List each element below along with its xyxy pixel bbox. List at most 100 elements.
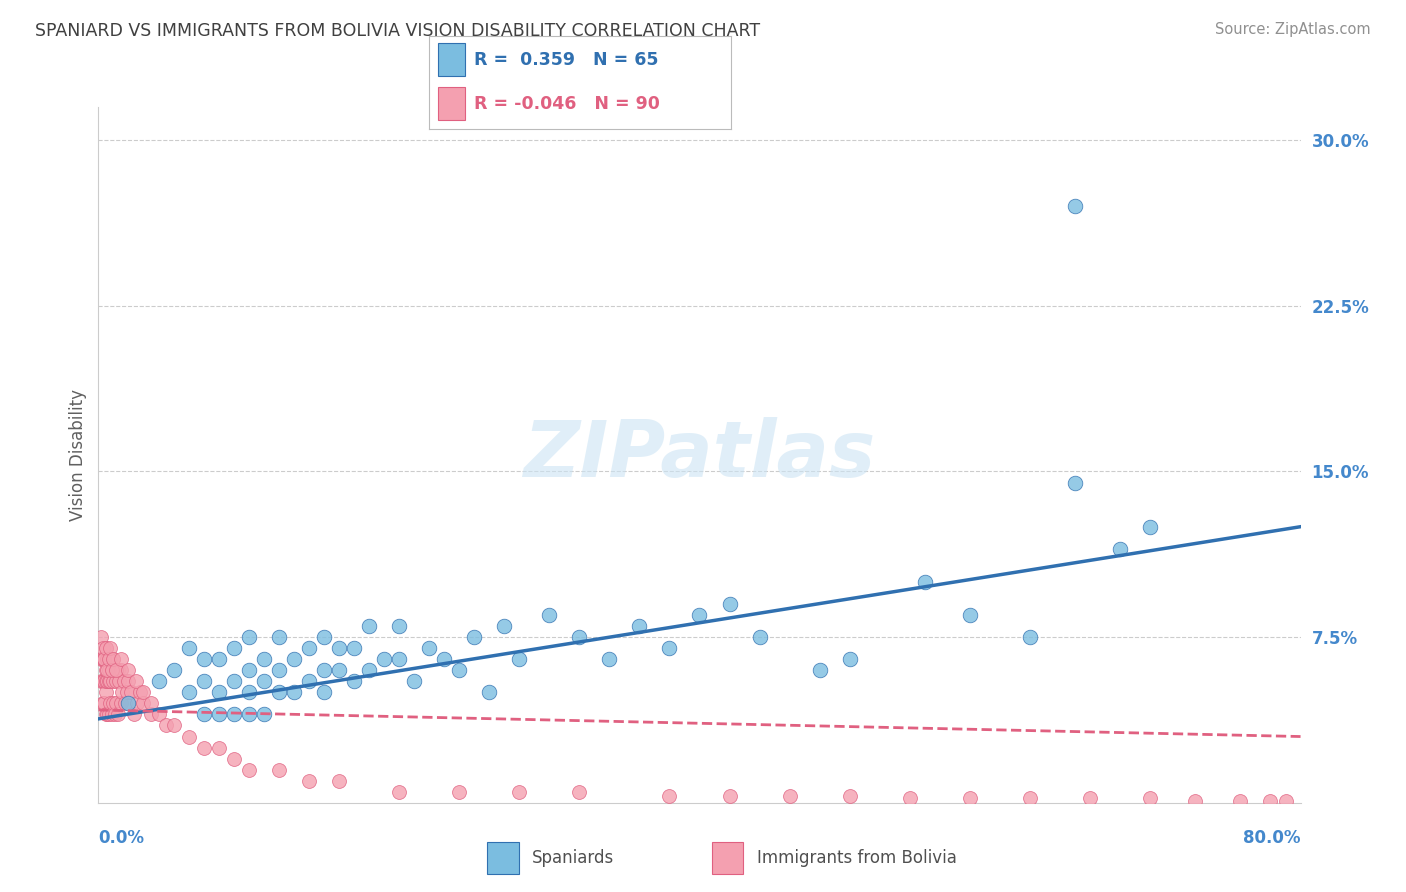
Point [124, 707, 146, 722]
Point [148, 674, 170, 689]
Point [808, 663, 831, 677]
Point [1139, 791, 1161, 805]
Point [107, 707, 129, 722]
Point [93, 652, 115, 666]
Point [177, 641, 200, 656]
Point [253, 707, 276, 722]
Text: Spaniards: Spaniards [531, 848, 614, 867]
Point [688, 608, 710, 623]
Point [97, 707, 120, 722]
Point [110, 652, 132, 666]
Point [418, 641, 440, 656]
Point [121, 685, 143, 699]
Point [104, 663, 127, 677]
Point [1260, 794, 1282, 808]
Point [388, 785, 411, 799]
Point [298, 641, 321, 656]
Point [838, 652, 860, 666]
Text: R = -0.046   N = 90: R = -0.046 N = 90 [474, 95, 659, 112]
Point [155, 718, 177, 732]
Point [107, 663, 129, 677]
Point [1184, 794, 1206, 808]
Point [1019, 791, 1042, 805]
Point [959, 791, 981, 805]
Point [208, 740, 231, 755]
Point [208, 652, 231, 666]
Point [96, 663, 118, 677]
Point [508, 785, 530, 799]
Point [117, 663, 139, 677]
Point [125, 674, 148, 689]
Point [267, 685, 290, 699]
Point [101, 707, 124, 722]
Text: R =  0.359   N = 65: R = 0.359 N = 65 [474, 51, 658, 69]
Point [132, 685, 155, 699]
Point [108, 674, 131, 689]
Point [177, 730, 200, 744]
Point [222, 751, 245, 765]
Point [718, 789, 741, 804]
Point [162, 718, 184, 732]
Text: Source: ZipAtlas.com: Source: ZipAtlas.com [1215, 22, 1371, 37]
Point [312, 630, 335, 644]
Point [93, 674, 115, 689]
Point [139, 707, 162, 722]
Point [111, 685, 134, 699]
Point [253, 652, 276, 666]
Point [238, 685, 260, 699]
Point [1109, 541, 1132, 556]
Point [91, 641, 114, 656]
Point [94, 663, 117, 677]
Point [117, 697, 139, 711]
Point [110, 697, 132, 711]
Point [718, 597, 741, 611]
Point [343, 674, 366, 689]
Point [193, 652, 215, 666]
Point [112, 674, 135, 689]
Point [90, 630, 112, 644]
Point [463, 630, 485, 644]
Point [658, 641, 681, 656]
Point [1139, 519, 1161, 533]
Point [162, 663, 184, 677]
Point [838, 789, 860, 804]
Point [402, 674, 425, 689]
Point [373, 652, 395, 666]
Point [898, 791, 921, 805]
Point [388, 652, 411, 666]
Point [508, 652, 530, 666]
Y-axis label: Vision Disability: Vision Disability [69, 389, 87, 521]
Point [132, 697, 155, 711]
Point [1274, 794, 1296, 808]
Point [93, 697, 115, 711]
Point [1078, 791, 1101, 805]
FancyBboxPatch shape [711, 842, 744, 874]
Point [343, 641, 366, 656]
Point [94, 641, 117, 656]
Point [1019, 630, 1042, 644]
Point [101, 663, 124, 677]
Point [658, 789, 681, 804]
Point [100, 641, 122, 656]
Point [127, 697, 149, 711]
Point [177, 685, 200, 699]
Text: Immigrants from Bolivia: Immigrants from Bolivia [756, 848, 957, 867]
Point [91, 674, 114, 689]
Point [253, 674, 276, 689]
Point [94, 674, 117, 689]
Point [105, 697, 128, 711]
Point [96, 652, 118, 666]
Point [267, 763, 290, 777]
Point [238, 630, 260, 644]
Text: ZIPatlas: ZIPatlas [523, 417, 876, 493]
Point [312, 663, 335, 677]
Point [94, 685, 117, 699]
Point [193, 674, 215, 689]
Point [298, 773, 321, 788]
Point [238, 763, 260, 777]
Point [148, 707, 170, 722]
Point [447, 663, 470, 677]
FancyBboxPatch shape [437, 43, 465, 76]
Point [100, 697, 122, 711]
Point [103, 652, 125, 666]
